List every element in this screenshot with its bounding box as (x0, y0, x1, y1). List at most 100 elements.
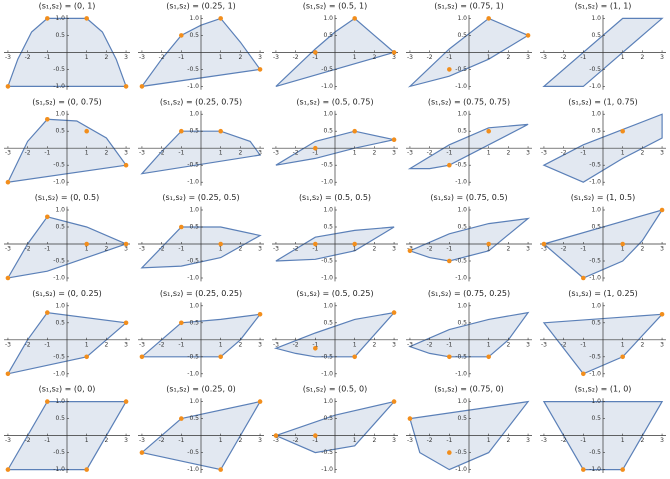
x-tick-label: -2 (561, 54, 567, 61)
x-tick-label: -3 (273, 246, 279, 253)
point (257, 312, 263, 317)
x-tick-label: 3 (258, 150, 262, 157)
x-tick-label: 2 (372, 54, 376, 61)
point (139, 354, 145, 360)
panel: (s₁,s₂) = (0, 0) -3 -2 -1 1 2 3 -1.0 -0.5 0.5 1.0 (4, 385, 130, 473)
x-tick-label: 2 (104, 246, 108, 253)
point (313, 241, 318, 247)
x-tick-label: -2 (293, 54, 299, 61)
x-tick-label: 3 (258, 54, 262, 61)
x-tick-label: 3 (660, 437, 664, 444)
x-tick-label: 2 (506, 341, 510, 348)
y-tick-label: 0.5 (55, 224, 65, 231)
x-tick-label: 1 (487, 341, 491, 348)
y-tick-label: -0.5 (53, 353, 65, 360)
y-tick-label: 0.5 (457, 128, 467, 135)
x-tick-label: -2 (293, 246, 299, 253)
x-tick-label: 2 (238, 246, 242, 253)
x-tick-label: -3 (139, 341, 145, 348)
x-tick-label: -1 (446, 341, 452, 348)
y-tick-label: 1.0 (55, 15, 65, 22)
y-tick-label: -1.0 (53, 466, 65, 473)
panel: (s₁,s₂) = (0.25, 0.5) -3 -2 -1 1 2 3 -1.0 -0.5 0.… (138, 193, 264, 282)
panel-title: (s₁,s₂) = (0.25, 1) (166, 2, 236, 11)
point (5, 371, 11, 377)
point (5, 179, 11, 185)
y-tick-label: 1.0 (457, 398, 467, 405)
point (123, 241, 129, 247)
x-tick-label: 1 (621, 150, 625, 157)
point (179, 416, 184, 421)
y-tick-label: 0.5 (591, 32, 601, 39)
panel: (s₁,s₂) = (0.75, 1) -3 -2 -1 1 2 3 -1.0 -0.5 0.5 1… (406, 2, 532, 90)
point (447, 67, 452, 72)
y-tick-label: 1.0 (457, 207, 467, 214)
x-tick-label: -2 (427, 54, 433, 61)
panel-title: (s₁,s₂) = (0.75, 0.75) (428, 97, 510, 106)
panel-title: (s₁,s₂) = (0.75, 0.25) (428, 289, 510, 298)
point (620, 354, 625, 360)
y-tick-label: -0.5 (589, 258, 601, 265)
x-tick-label: -1 (312, 150, 318, 157)
x-tick-label: 2 (104, 150, 108, 157)
x-tick-label: 3 (392, 341, 396, 348)
point (45, 214, 50, 220)
panel-title: (s₁,s₂) = (0.25, 0.75) (160, 97, 242, 106)
x-tick-label: 2 (104, 54, 108, 61)
x-tick-label: -3 (273, 437, 279, 444)
point (218, 467, 223, 472)
panel: (s₁,s₂) = (0.25, 0.75) -3 -2 -1 1 2 3 -1.0 -0.5 0… (138, 97, 264, 186)
y-tick-label: 1.0 (189, 111, 199, 118)
y-tick-label: 1.0 (457, 15, 467, 22)
panel-title: (s₁,s₂) = (0, 0.5) (35, 193, 99, 202)
panel-title: (s₁,s₂) = (0.25, 0.25) (160, 289, 242, 298)
panel: (s₁,s₂) = (1, 0.5) -3 -2 -1 1 2 3 -1.0 -0.5 0.5 1.… (540, 193, 666, 282)
x-tick-label: 3 (660, 246, 664, 253)
x-tick-label: 3 (392, 54, 396, 61)
x-tick-label: -2 (25, 437, 31, 444)
y-tick-label: -1.0 (187, 83, 199, 90)
y-tick-label: 0.5 (457, 224, 467, 231)
x-tick-label: -1 (446, 246, 452, 253)
x-tick-label: -1 (312, 54, 318, 61)
point (486, 128, 491, 134)
point (407, 416, 413, 421)
x-tick-label: -3 (407, 437, 413, 444)
point (581, 275, 586, 281)
x-tick-label: 3 (526, 246, 530, 253)
x-tick-label: 1 (219, 150, 223, 157)
point (123, 162, 129, 168)
y-tick-label: -0.5 (321, 353, 333, 360)
y-tick-label: -1.0 (187, 370, 199, 377)
x-tick-label: -3 (541, 54, 547, 61)
y-tick-label: 0.5 (457, 32, 467, 39)
y-tick-label: 0.5 (189, 319, 199, 326)
x-tick-label: 1 (85, 54, 89, 61)
x-tick-label: -3 (139, 150, 145, 157)
point (486, 16, 491, 21)
point (123, 84, 129, 89)
point (5, 275, 11, 281)
point (581, 467, 586, 472)
x-tick-label: -2 (159, 246, 165, 253)
x-tick-label: -2 (561, 246, 567, 253)
point (447, 450, 452, 455)
point (391, 50, 397, 55)
y-tick-label: 1.0 (591, 302, 601, 309)
panel: (s₁,s₂) = (0.5, 1) -3 -2 -1 1 2 3 -1.0 -0.5 0.5 1.… (272, 2, 398, 90)
x-tick-label: 1 (85, 246, 89, 253)
y-tick-label: -1.0 (53, 179, 65, 186)
y-tick-label: 0.5 (189, 32, 199, 39)
panel-title: (s₁,s₂) = (0.75, 1) (434, 2, 504, 11)
x-tick-label: -1 (178, 54, 184, 61)
x-tick-label: -3 (407, 54, 413, 61)
point (45, 310, 50, 315)
x-tick-label: 3 (526, 341, 530, 348)
x-tick-label: -1 (446, 54, 452, 61)
point (84, 467, 89, 472)
x-tick-label: 1 (353, 341, 357, 348)
y-tick-label: -0.5 (589, 353, 601, 360)
point (447, 354, 452, 360)
panel-title: (s₁,s₂) = (0.75, 0.5) (430, 193, 507, 202)
